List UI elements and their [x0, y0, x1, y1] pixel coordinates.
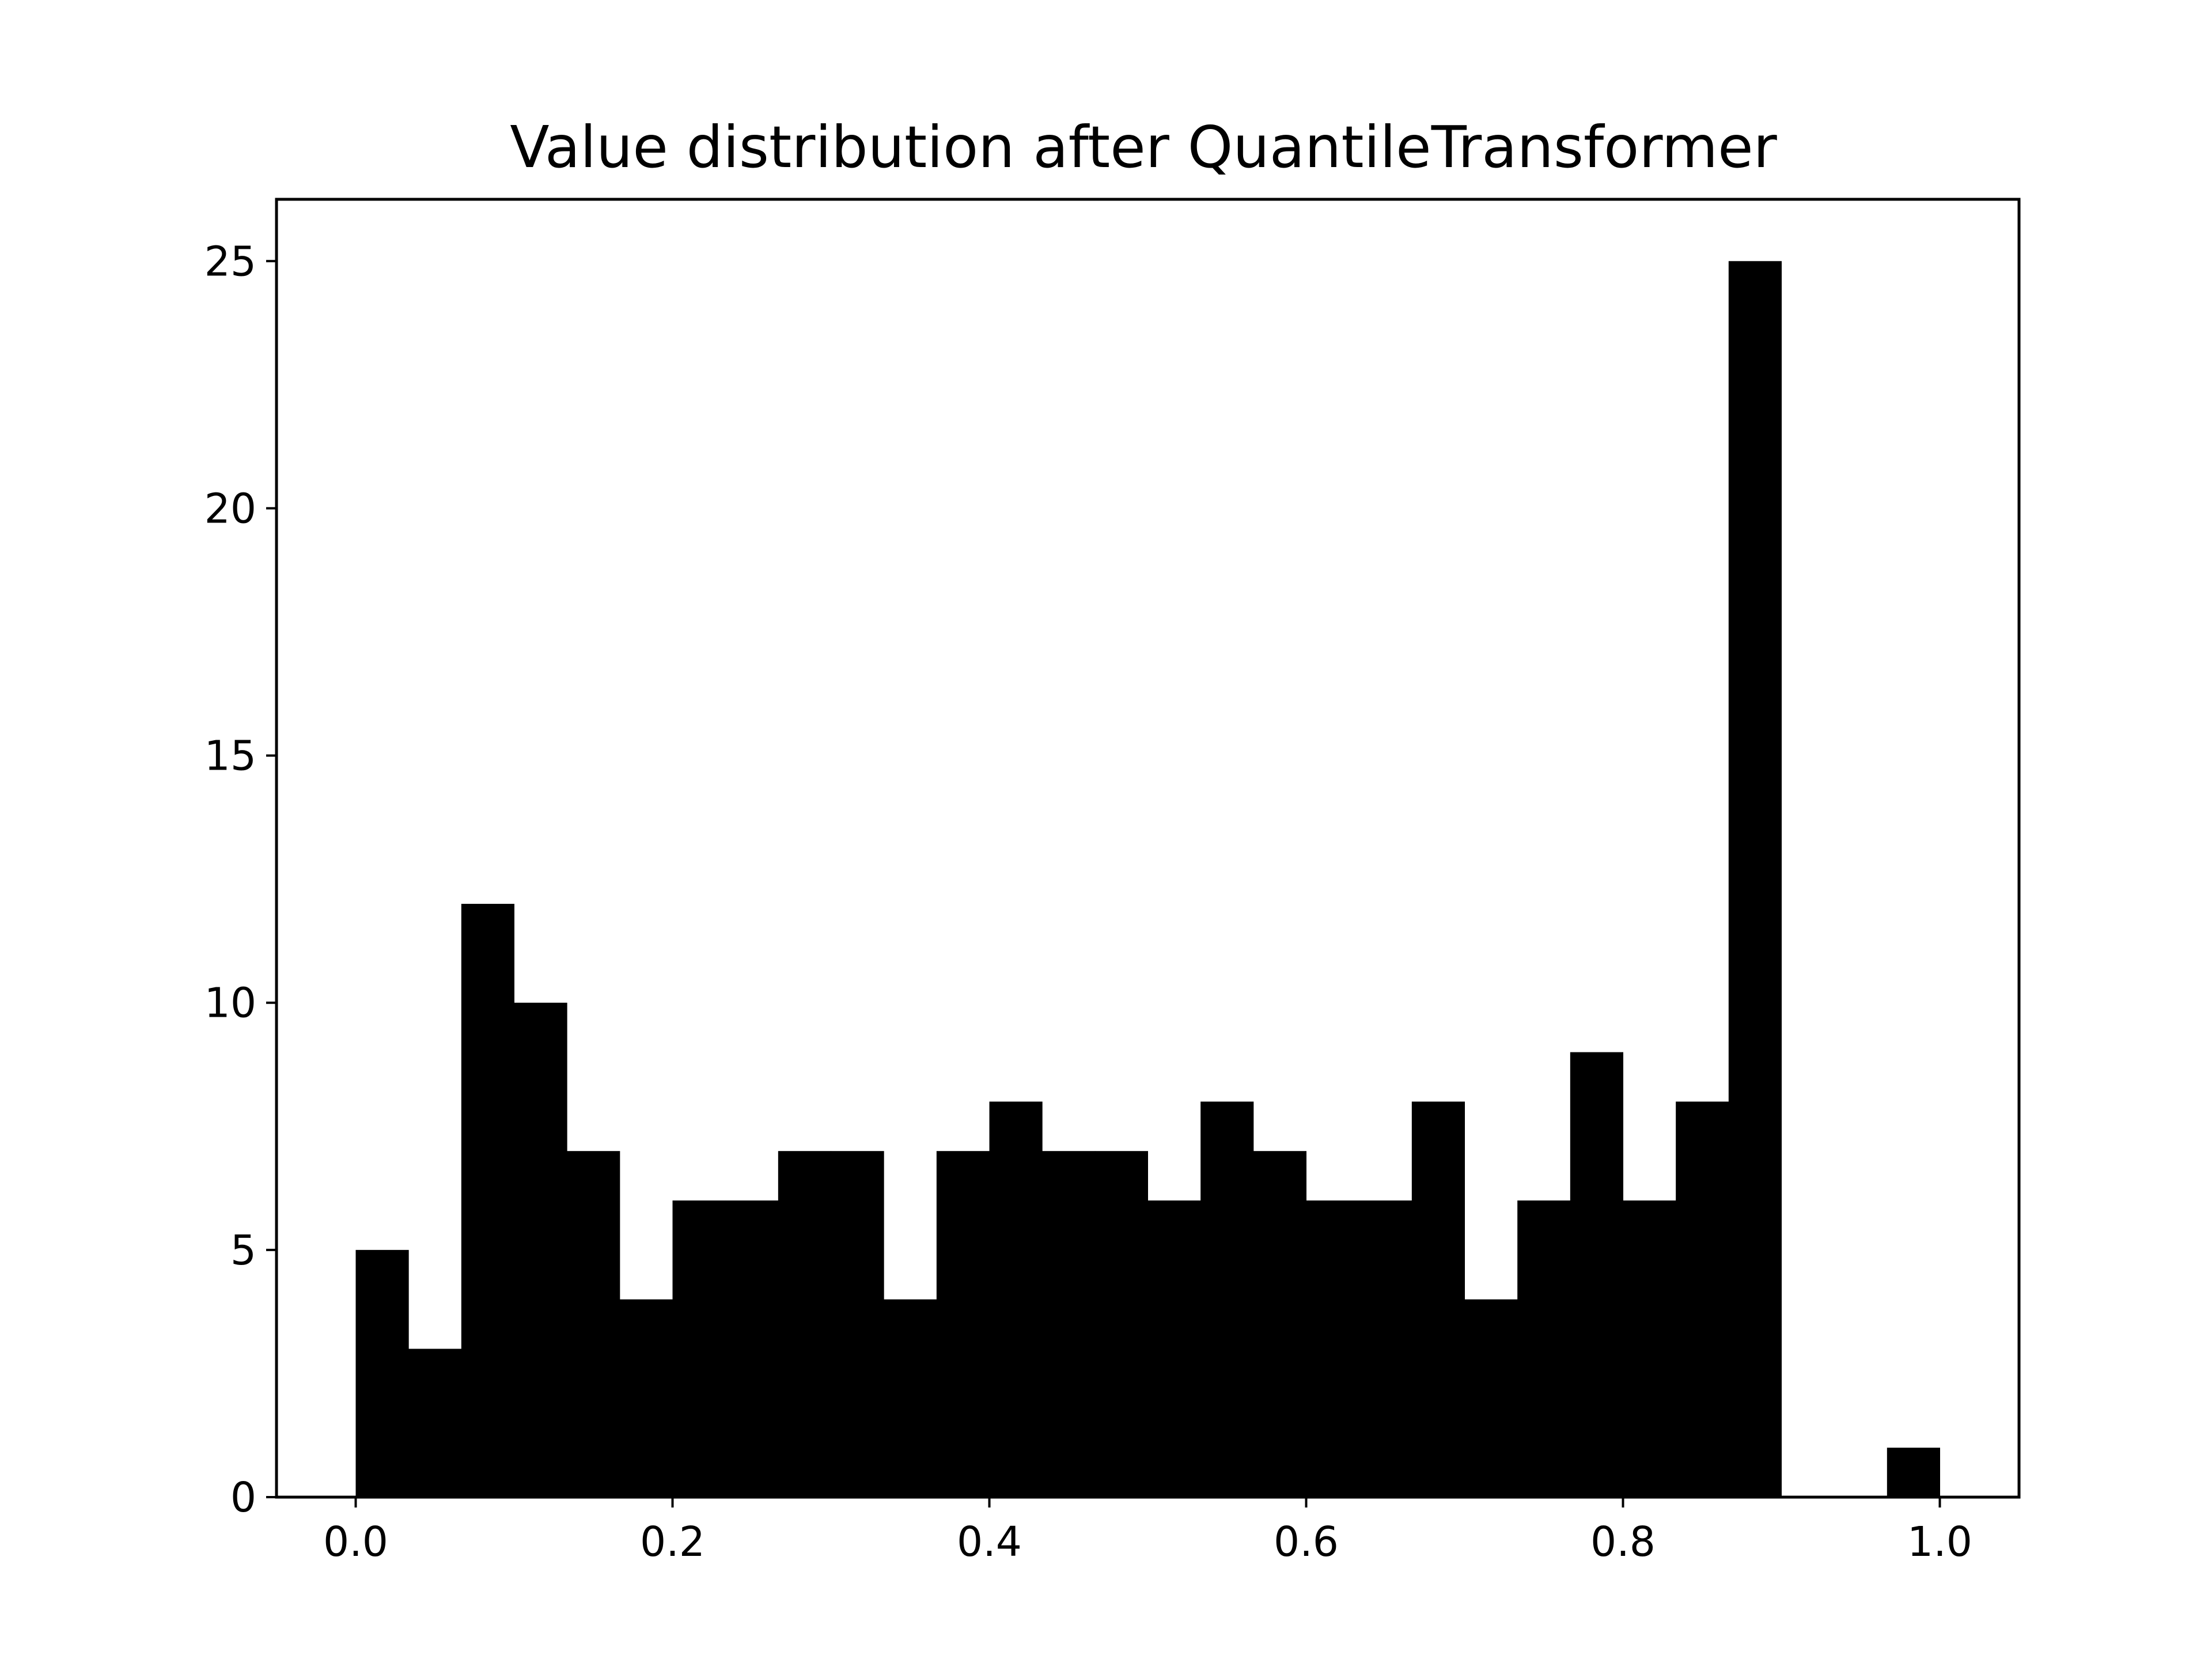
histogram-bar	[778, 1151, 831, 1497]
y-axis: 0 5 10 15 20 25	[204, 237, 276, 1521]
histogram-bar	[884, 1299, 937, 1497]
histogram-bar	[672, 1200, 726, 1497]
histogram-bar	[1623, 1200, 1676, 1497]
histogram-bar	[1094, 1151, 1148, 1497]
histogram-bar	[1200, 1101, 1254, 1497]
histogram-bar	[514, 1002, 567, 1497]
plot-frame	[275, 198, 2021, 1499]
x-tick-label: 0.8	[1590, 1518, 1656, 1566]
histogram-bar	[1253, 1151, 1306, 1497]
histogram-bar	[831, 1151, 884, 1497]
histogram-bar	[1570, 1052, 1623, 1497]
x-tick-label: 0.4	[957, 1518, 1022, 1566]
x-tick-label: 0.6	[1274, 1518, 1339, 1566]
y-tick-label: 20	[204, 484, 256, 532]
histogram-bar	[461, 904, 514, 1497]
histogram-bar	[1042, 1151, 1096, 1497]
histogram-bar	[1306, 1200, 1359, 1497]
histogram-bar	[936, 1151, 990, 1497]
bars-group	[355, 261, 1940, 1498]
histogram-bar	[408, 1349, 462, 1497]
histogram-bar	[1517, 1200, 1571, 1497]
x-tick-label: 1.0	[1907, 1518, 1972, 1566]
histogram-bar	[355, 1249, 409, 1497]
histogram-bar	[1464, 1299, 1518, 1497]
histogram-bar	[1728, 261, 1782, 1498]
histogram-bar	[725, 1200, 779, 1497]
x-tick-label: 0.0	[323, 1518, 388, 1566]
histogram-bar	[1411, 1101, 1465, 1497]
histogram-bar	[619, 1299, 673, 1497]
x-axis: 0.0 0.2 0.4 0.6 0.8 1.0	[323, 1497, 1972, 1566]
histogram-bar	[1147, 1200, 1201, 1497]
y-tick-label: 25	[204, 237, 256, 285]
y-tick-label: 5	[230, 1226, 256, 1274]
chart-title: Value distribution after QuantileTransfo…	[510, 113, 1777, 181]
histogram-bar	[567, 1151, 620, 1497]
histogram-bar	[1887, 1448, 1940, 1497]
histogram-bar	[989, 1101, 1043, 1497]
histogram-bar	[1359, 1200, 1412, 1497]
y-tick-label: 10	[204, 979, 256, 1027]
y-tick-label: 0	[230, 1474, 256, 1521]
histogram-bar	[1676, 1101, 1729, 1497]
x-tick-label: 0.2	[640, 1518, 705, 1566]
y-tick-label: 15	[204, 732, 256, 780]
